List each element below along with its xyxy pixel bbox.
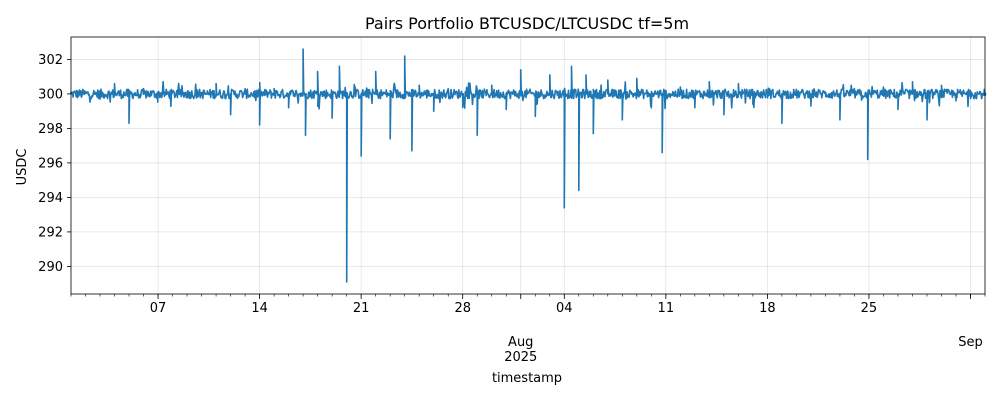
grid-lines <box>71 37 985 294</box>
y-tick-label: 300 <box>38 87 63 102</box>
plot-area-frame <box>70 36 986 295</box>
y-tick-label: 292 <box>38 225 63 240</box>
x-tick-label: Sep <box>958 335 983 350</box>
series-line <box>70 48 987 283</box>
y-tick-label: 298 <box>38 122 63 137</box>
x-tick-label: 14 <box>251 301 268 316</box>
y-axis-label: USDC <box>15 149 30 186</box>
y-tick-label: 296 <box>38 156 63 171</box>
y-tick-label: 290 <box>38 260 63 275</box>
y-axis: 290 292 294 296 298 300 302 <box>38 53 71 275</box>
y-tick-label: 294 <box>38 191 63 206</box>
x-tick-label: 25 <box>861 301 878 316</box>
chart-title: Pairs Portfolio BTCUSDC/LTCUSDC tf=5m <box>365 14 689 33</box>
x-tick-label: 11 <box>658 301 675 316</box>
x-tick-label: 21 <box>353 301 370 316</box>
y-tick-label: 302 <box>38 53 63 68</box>
x-tick-label: 07 <box>150 301 167 316</box>
series-layer <box>70 48 987 283</box>
x-tick-label: 28 <box>454 301 471 316</box>
x-axis-label: timestamp <box>492 371 562 386</box>
x-tick-sublabel: 2025 <box>504 350 537 365</box>
x-tick-label: 04 <box>556 301 573 316</box>
x-tick-label: Aug <box>508 335 533 350</box>
x-tick-label: 18 <box>759 301 776 316</box>
